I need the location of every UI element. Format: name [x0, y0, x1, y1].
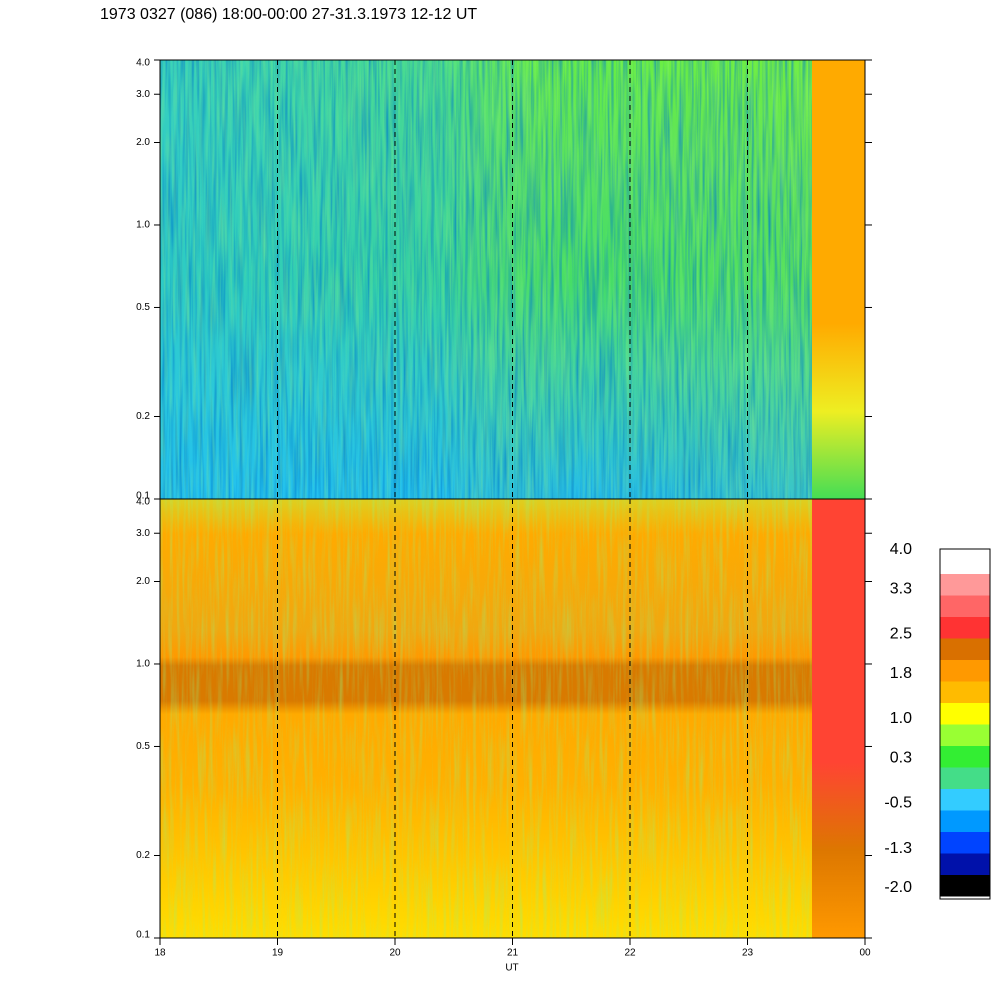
y-tick-label: 0.2 [136, 850, 150, 861]
y-tick-label: 2.0 [136, 137, 150, 148]
y-tick-label: 3.0 [136, 528, 150, 539]
y-tick-label: 0.1 [136, 491, 150, 502]
x-tick-label: 00 [859, 948, 871, 959]
y-tick-label: 0.2 [136, 411, 150, 422]
colorbar-tick-label: -2.0 [884, 879, 912, 896]
chart-title: 1973 0327 (086) 18:00-00:00 27-31.3.1973… [100, 6, 477, 23]
x-axis-label: UT [505, 963, 518, 974]
colorbar-swatch [940, 681, 990, 703]
y-tick-label: 0.5 [136, 302, 150, 313]
colorbar-swatch [940, 616, 990, 639]
colorbar-swatch [940, 702, 990, 725]
colorbar-frame [939, 548, 991, 900]
colorbar-tick-label: 0.3 [890, 750, 912, 767]
x-tick-label: 23 [742, 948, 754, 959]
colorbar-swatch [940, 788, 990, 811]
colorbar-swatch [940, 810, 990, 832]
colorbar-tick-label: 2.5 [890, 626, 912, 643]
colorbar-swatch [940, 573, 990, 596]
y-tick-label: 4.0 [136, 497, 150, 508]
colorbar-tick-label: 3.3 [890, 581, 912, 598]
colorbar-tick-label: 1.8 [890, 665, 912, 682]
y-tick-label: 0.5 [136, 741, 150, 752]
y-tick-label: 2.0 [136, 576, 150, 587]
colorbar-tick-label: 4.0 [890, 541, 912, 558]
colorbar-swatch [940, 745, 990, 768]
x-tick-label: 22 [624, 948, 636, 959]
colorbar-swatch [940, 874, 990, 897]
x-tick-label: 19 [272, 948, 284, 959]
x-tick-label: 21 [507, 948, 519, 959]
y-tick-label: 0.1 [136, 930, 150, 941]
colorbar-swatch [940, 638, 990, 660]
x-tick-label: 20 [389, 948, 401, 959]
y-tick-label: 1.0 [136, 659, 150, 670]
colorbar-tick-label: 1.0 [890, 710, 912, 727]
colorbar-swatch [940, 853, 990, 875]
colorbar-tick-label: -0.5 [884, 795, 912, 812]
colorbar-swatch [940, 831, 990, 854]
y-tick-label: 1.0 [136, 220, 150, 231]
colorbar-swatch [940, 552, 990, 574]
colorbar-swatch [940, 595, 990, 617]
x-tick-label: 18 [154, 948, 166, 959]
y-tick-label: 3.0 [136, 89, 150, 100]
colorbar-swatch [940, 724, 990, 746]
colorbar-swatch [940, 659, 990, 682]
colorbar-tick-label: -1.3 [884, 840, 912, 857]
colorbar-swatch [940, 767, 990, 789]
y-tick-label: 4.0 [136, 58, 150, 69]
